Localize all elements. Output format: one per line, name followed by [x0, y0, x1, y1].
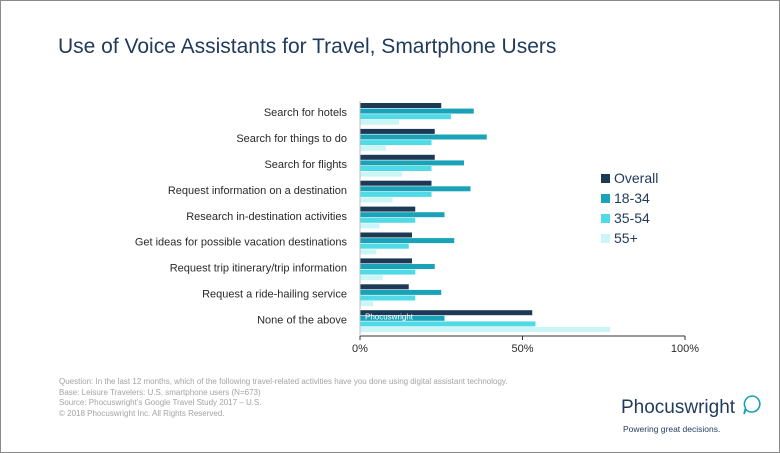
legend-label-age_55_plus: 55+	[614, 230, 638, 246]
watermark-label: Phocuswright	[365, 312, 414, 321]
legend-label-overall: Overall	[614, 170, 658, 186]
legend-swatch-age_35_54	[601, 214, 610, 223]
bar-age_35_54	[360, 295, 416, 301]
bar-overall	[360, 180, 432, 186]
bar-age_55_plus	[360, 171, 403, 177]
logo-name: Phocuswright	[621, 397, 736, 418]
category-label: None of the above	[257, 314, 347, 326]
bar-age_35_54	[360, 321, 536, 327]
bar-age_18_34	[360, 160, 464, 166]
category-label: Search for things to do	[236, 133, 347, 145]
bar-age_18_34	[360, 212, 445, 218]
bar-age_18_34	[360, 238, 455, 244]
x-tick-label: 50%	[511, 343, 533, 355]
bar-overall	[360, 232, 412, 238]
bar-age_35_54	[360, 166, 432, 171]
legend-swatch-overall	[601, 174, 610, 183]
bar-age_35_54	[360, 191, 432, 197]
bar-age_55_plus	[360, 223, 380, 229]
bar-age_18_34	[360, 315, 445, 321]
bar-age_55_plus	[360, 275, 383, 281]
bar-age_18_34	[360, 134, 487, 140]
bar-age_55_plus	[360, 197, 393, 203]
bar-age_35_54	[360, 243, 409, 249]
bar-overall	[360, 310, 533, 316]
bar-overall	[360, 128, 435, 134]
logo-tagline: Powering great decisions.	[623, 424, 721, 434]
legend-swatch-age_18_34	[601, 194, 610, 203]
footnote-base: Base: Leisure Travelers: U.S. smartphone…	[59, 387, 261, 397]
bar-age_35_54	[360, 140, 432, 146]
bar-chart: Search for hotels Search for things to do…	[135, 101, 699, 355]
bar-overall	[360, 154, 435, 160]
category-label: Get ideas for possible vacation destinat…	[135, 237, 348, 249]
bar-overall	[360, 284, 409, 290]
category-label: Search for flights	[264, 159, 347, 171]
x-tick-label: 100%	[671, 343, 699, 355]
legend-label-age_18_34: 18-34	[614, 190, 650, 206]
category-label: Research in-destination activities	[186, 211, 347, 223]
category-label: Request information on a destination	[168, 185, 347, 197]
category-label: Request trip itinerary/trip information	[170, 263, 347, 275]
bar-age_55_plus	[360, 249, 377, 255]
bar-age_55_plus	[360, 145, 386, 151]
phocuswright-logo: Phocuswright Powering great decisions.	[621, 395, 766, 437]
bar-age_55_plus	[360, 327, 611, 332]
footnote-question: Question: In the last 12 months, which o…	[59, 377, 508, 386]
chart-title: Use of Voice Assistants for Travel, Smar…	[58, 35, 557, 58]
category-label: Search for hotels	[264, 107, 348, 119]
bar-age_18_34	[360, 289, 442, 295]
category-label: Request a ride-hailing service	[202, 289, 347, 301]
bar-overall	[360, 258, 412, 264]
legend-swatch-age_55_plus	[601, 234, 610, 243]
bar-age_18_34	[360, 186, 471, 192]
bar-overall	[360, 206, 416, 212]
footnote-source: Source: Phocuswright's Google Travel Stu…	[59, 398, 262, 407]
speech-bubble-icon	[743, 395, 761, 415]
bar-age_35_54	[360, 269, 416, 275]
footnote-copyright: © 2018 Phocuswright Inc. All Rights Rese…	[59, 408, 225, 418]
bar-age_18_34	[360, 264, 435, 269]
x-tick-label: 0%	[352, 343, 368, 355]
legend-label-age_35_54: 35-54	[614, 210, 650, 226]
bar-age_35_54	[360, 217, 416, 223]
bar-overall	[360, 103, 442, 108]
footnotes: Question: In the last 12 months, which o…	[59, 377, 508, 419]
bar-age_35_54	[360, 114, 451, 120]
bar-age_18_34	[360, 108, 474, 114]
bar-age_55_plus	[360, 301, 373, 307]
bar-age_55_plus	[360, 119, 399, 125]
